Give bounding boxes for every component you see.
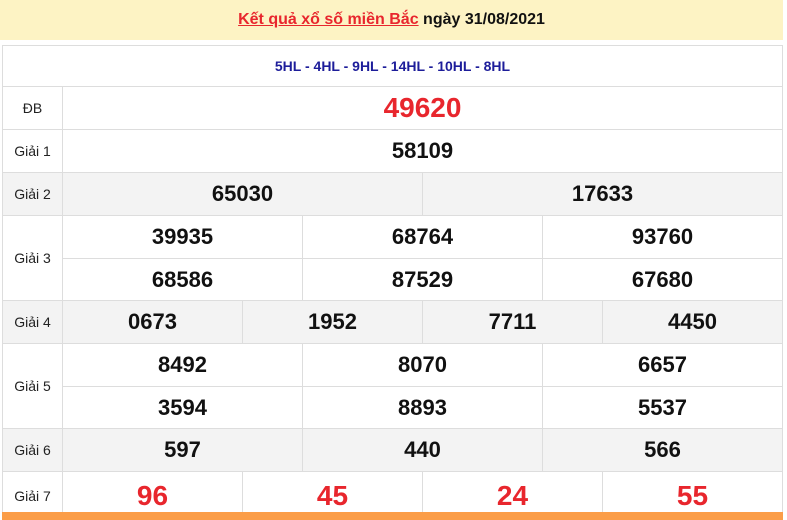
prize-label: Giải 4 [3, 301, 63, 343]
prize-label: Giải 5 [3, 344, 63, 428]
prize-number: 5537 [638, 394, 687, 420]
special-prize-number: 49620 [383, 92, 462, 123]
codes-row: 5HL - 4HL - 9HL - 14HL - 10HL - 8HL [3, 46, 783, 87]
prize-number: 96 [63, 472, 243, 519]
page-title: Kết quả xổ số miền Bắc ngày 31/08/2021 [0, 0, 783, 40]
prize-number: 8492 [63, 344, 303, 386]
prize-row: ĐB 49620 [3, 87, 783, 130]
title-link[interactable]: Kết quả xổ số miền Bắc [238, 11, 419, 28]
special-codes: 5HL - 4HL - 9HL - 14HL - 10HL - 8HL [274, 58, 511, 74]
prize-label: ĐB [3, 87, 63, 129]
prize-number: 17633 [571, 181, 634, 206]
prize-number: 45 [243, 472, 423, 519]
prize-row: Giải 4 0673 1952 7711 4450 [3, 301, 783, 344]
prize-number: 58109 [391, 138, 454, 163]
prize-row: Giải 5 8492 8070 6657 3594 8893 5537 [3, 344, 783, 429]
prize-row: Giải 1 58109 [3, 130, 783, 173]
prize-number: 1952 [243, 301, 423, 343]
prize-number: 440 [303, 429, 543, 471]
prize-number: 0673 [63, 301, 243, 343]
prize-number: 3594 [63, 387, 303, 428]
prize-label: Giải 3 [3, 216, 63, 300]
prize-number: 65030 [63, 173, 423, 215]
prize-number: 8070 [303, 344, 543, 386]
prize-number: 6657 [638, 352, 687, 377]
prize-label: Giải 2 [3, 173, 63, 215]
footer-bar [2, 512, 783, 520]
prize-number: 597 [63, 429, 303, 471]
prize-row: Giải 2 65030 17633 [3, 173, 783, 216]
prize-row: Giải 3 39935 68764 93760 68586 87529 67680 [3, 216, 783, 301]
prize-number: 87529 [303, 259, 543, 300]
prize-label: Giải 6 [3, 429, 63, 471]
prize-number: 93760 [631, 224, 694, 249]
prize-number: 68586 [63, 259, 303, 300]
prize-number: 68764 [303, 216, 543, 258]
title-date: ngày 31/08/2021 [418, 11, 545, 28]
prize-label: Giải 7 [3, 472, 63, 519]
prize-number: 4450 [668, 309, 717, 334]
results-table: 5HL - 4HL - 9HL - 14HL - 10HL - 8HL ĐB 49… [2, 45, 783, 520]
prize-row: Giải 6 597 440 566 [3, 429, 783, 472]
prize-number: 39935 [63, 216, 303, 258]
prize-number: 7711 [423, 301, 603, 343]
prize-number: 55 [676, 479, 709, 511]
prize-number: 24 [423, 472, 603, 519]
prize-label: Giải 1 [3, 130, 63, 172]
prize-number: 8893 [303, 387, 543, 428]
prize-number: 566 [644, 437, 681, 462]
prize-number: 67680 [631, 266, 694, 292]
